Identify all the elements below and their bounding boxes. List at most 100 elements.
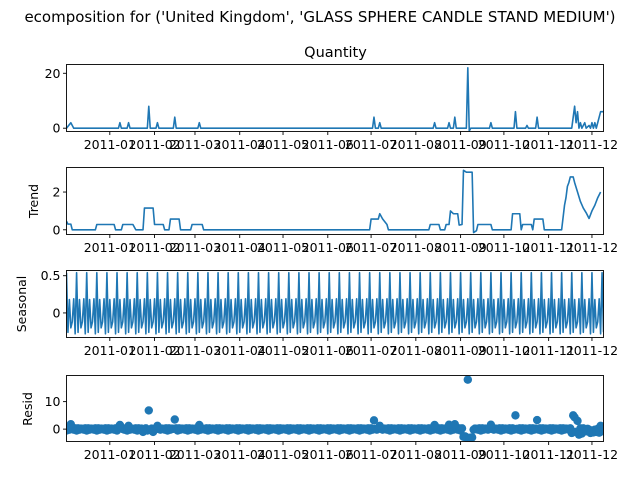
axes-frame-0 xyxy=(66,64,604,132)
x-tick-label: 2011-12 xyxy=(566,447,618,462)
y-tick-label: 0 xyxy=(53,121,61,136)
resid-point xyxy=(457,424,467,433)
x-tick-label: 2011-09 xyxy=(434,343,486,358)
x-tick-label: 2011-09 xyxy=(434,137,486,152)
panel-trend-ylabel: Trend xyxy=(26,184,41,219)
resid-point xyxy=(144,406,153,415)
resid-point xyxy=(153,421,162,431)
x-tick-label: 2011-10 xyxy=(478,240,530,255)
x-tick-label: 2011-03 xyxy=(169,447,221,462)
resid-point xyxy=(573,416,582,426)
resid-point xyxy=(124,421,133,431)
seasonal-line xyxy=(66,271,604,335)
plot-area-0 xyxy=(66,67,604,132)
x-tick-label: 2011-04 xyxy=(214,240,266,255)
x-tick-label: 2011-07 xyxy=(345,137,397,152)
x-tick-label: 2011-11 xyxy=(523,137,575,152)
x-tick-label: 2011-10 xyxy=(478,343,530,358)
x-tick-label: 2011-05 xyxy=(257,447,309,462)
resid-point xyxy=(430,420,439,430)
resid-point xyxy=(486,420,496,429)
panel-seasonal-ylabel: Seasonal xyxy=(14,276,29,333)
series-line-0-0 xyxy=(66,67,604,132)
panel-trend: Trend 022011-012011-022011-032011-042011… xyxy=(26,167,618,255)
y-tick-label: 0 xyxy=(53,422,61,437)
x-tick-label: 2011-05 xyxy=(257,137,309,152)
x-tick-label: 2011-12 xyxy=(566,137,618,152)
panel-resid-body: 0102011-012011-022011-032011-042011-0520… xyxy=(45,375,618,462)
x-tick-label: 2011-01 xyxy=(84,137,136,152)
resid-point xyxy=(138,427,148,437)
x-tick-label: 2011-11 xyxy=(523,447,575,462)
resid-point xyxy=(599,427,604,436)
resid-point xyxy=(463,375,473,384)
x-tick-label: 2011-10 xyxy=(478,447,530,462)
x-tick-label: 2011-02 xyxy=(128,240,180,255)
x-tick-label: 2011-10 xyxy=(478,137,530,152)
axes-frame-3 xyxy=(66,375,604,442)
x-tick-label: 2011-02 xyxy=(128,447,180,462)
panel-seasonal-body: 00.52011-012011-022011-032011-042011-052… xyxy=(41,268,618,358)
x-tick-label: 2011-09 xyxy=(434,447,486,462)
x-tick-label: 2011-01 xyxy=(84,240,136,255)
resid-point xyxy=(148,427,158,437)
resid-point xyxy=(369,416,379,425)
x-tick-label: 2011-03 xyxy=(169,137,221,152)
resid-point xyxy=(115,420,125,430)
resid-point xyxy=(170,415,179,424)
x-tick-label: 2011-08 xyxy=(390,447,442,462)
axes-frame-2 xyxy=(66,270,604,338)
x-tick-label: 2011-06 xyxy=(302,343,354,358)
panel-quantity: Quantity 0 20 2011-012011-022011-032011-04… xyxy=(45,45,618,152)
resid-point xyxy=(467,433,477,442)
x-tick-label: 2011-03 xyxy=(169,343,221,358)
y-tick-label: 0 xyxy=(53,222,61,237)
panel-resid: Resid 0102011-012011-022011-032011-04201… xyxy=(20,375,618,462)
resid-point xyxy=(450,419,460,429)
panel-quantity-body: 0202011-012011-022011-032011-042011-0520… xyxy=(45,64,618,152)
panel-quantity-title: Quantity xyxy=(304,45,367,61)
resid-point xyxy=(532,415,542,425)
x-tick-label: 2011-08 xyxy=(390,137,442,152)
x-tick-label: 2011-05 xyxy=(257,343,309,358)
resid-point xyxy=(375,421,384,431)
x-tick-label: 2011-07 xyxy=(345,447,397,462)
x-tick-label: 2011-11 xyxy=(523,343,575,358)
x-tick-label: 2011-04 xyxy=(214,137,266,152)
resid-point xyxy=(511,411,520,420)
plot-area-1 xyxy=(66,169,602,234)
y-tick-label: 10 xyxy=(45,394,61,409)
resid-point xyxy=(195,420,204,430)
x-tick-label: 2011-03 xyxy=(169,240,221,255)
x-tick-label: 2011-12 xyxy=(566,343,618,358)
x-tick-label: 2011-01 xyxy=(84,447,136,462)
y-tick-label: 0.5 xyxy=(41,268,61,283)
x-tick-label: 2011-02 xyxy=(128,343,180,358)
x-tick-label: 2011-02 xyxy=(128,137,180,152)
panel-seasonal: Seasonal 00.52011-012011-022011-032011-0… xyxy=(14,268,618,358)
resid-point xyxy=(66,419,76,429)
panel-trend-body: 022011-012011-022011-032011-042011-05201… xyxy=(53,167,618,255)
x-tick-label: 2011-08 xyxy=(390,343,442,358)
x-tick-label: 2011-12 xyxy=(566,240,618,255)
series-line-1-0 xyxy=(66,169,602,234)
figure-suptitle: ecomposition for ('United Kingdom', 'GLA… xyxy=(24,8,615,26)
plot-area-2 xyxy=(66,271,604,335)
x-tick-label: 2011-06 xyxy=(302,137,354,152)
axes-frame-1 xyxy=(66,167,604,235)
x-tick-label: 2011-09 xyxy=(434,240,486,255)
y-tick-label: 20 xyxy=(45,66,61,81)
x-tick-label: 2011-05 xyxy=(257,240,309,255)
x-tick-label: 2011-11 xyxy=(523,240,575,255)
x-tick-label: 2011-06 xyxy=(302,447,354,462)
x-tick-label: 2011-04 xyxy=(214,343,266,358)
y-tick-label: 0 xyxy=(53,305,61,320)
x-tick-label: 2011-04 xyxy=(214,447,266,462)
x-tick-label: 2011-07 xyxy=(345,240,397,255)
x-tick-label: 2011-06 xyxy=(302,240,354,255)
x-tick-label: 2011-08 xyxy=(390,240,442,255)
plot-area-3 xyxy=(66,375,604,442)
x-tick-label: 2011-01 xyxy=(84,343,136,358)
y-tick-label: 2 xyxy=(53,185,61,200)
